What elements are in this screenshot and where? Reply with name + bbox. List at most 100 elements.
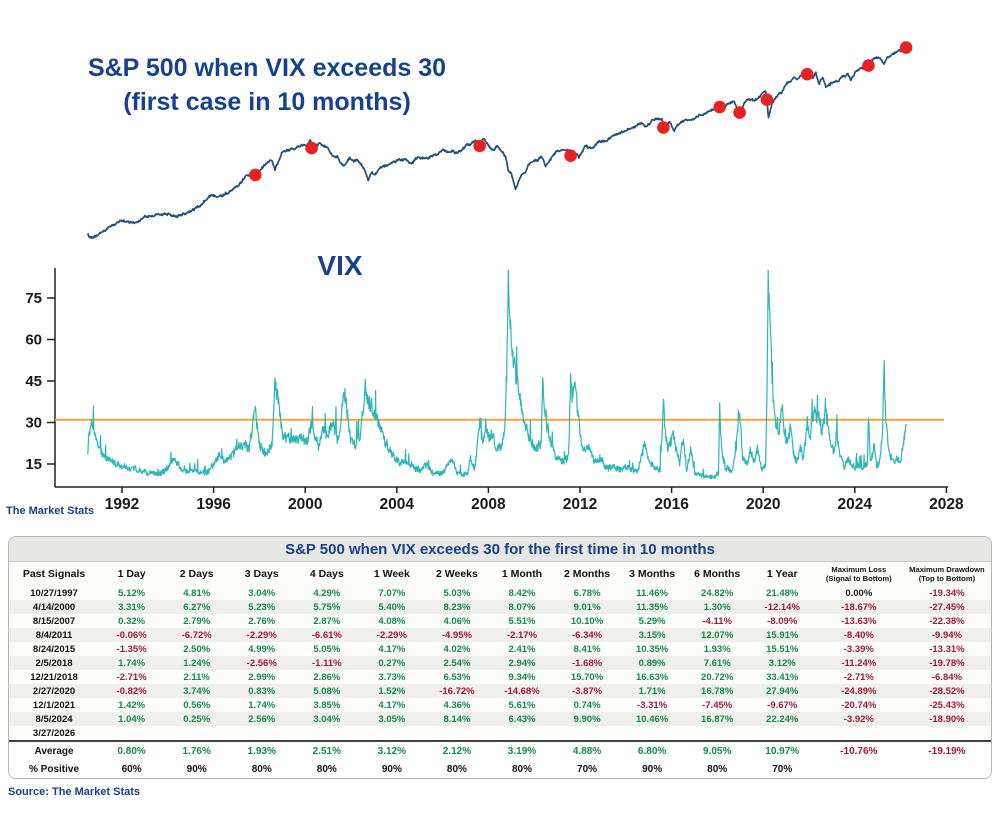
signal-dot	[657, 121, 670, 134]
signal-value: 11.35%	[636, 601, 668, 613]
table-row: 4/14/2000 3.31% 6.27% 5.23% 5.75% 5.40% 8.23% 8…	[9, 600, 991, 615]
percent-positive-value: 70%	[577, 763, 598, 775]
signal-value: 0.89%	[638, 657, 666, 669]
signal-value: 1.04%	[118, 713, 146, 725]
signal-value: 1.74%	[248, 699, 276, 711]
average-value: -19.19%	[928, 745, 966, 757]
percent-positive-value: 80%	[446, 763, 467, 775]
signal-date: 10/27/1997	[30, 587, 78, 599]
col-header-period: 2 Days	[179, 568, 214, 581]
vix-chart-title: VIX	[317, 250, 363, 281]
signal-value: -6.34%	[571, 629, 603, 641]
signal-value: -2.56%	[246, 657, 277, 669]
signal-value: 2.87%	[313, 615, 341, 627]
signal-value: -3.87%	[571, 685, 603, 697]
signal-value: -1.68%	[571, 657, 603, 669]
signal-value: 4.29%	[313, 587, 341, 599]
signal-value: -20.74%	[841, 699, 877, 711]
signal-value	[903, 726, 991, 741]
table-row: 3/27/2026	[9, 726, 991, 741]
signal-value: 15.51%	[766, 643, 799, 655]
signal-value: -18.67%	[841, 601, 877, 613]
signal-value: 2.76%	[248, 615, 276, 627]
col-header-max-drawdown: Maximum Drawdown (Top to Bottom)	[909, 565, 985, 584]
signal-value: 15.91%	[766, 629, 799, 641]
signal-date: 2/27/2020	[32, 685, 76, 697]
signal-value: 5.51%	[508, 615, 536, 627]
col-header-period: 1 Day	[117, 568, 146, 581]
signal-value: -0.06%	[116, 629, 147, 641]
col-header-period: 4 Days	[309, 568, 344, 581]
signal-value: 3.15%	[638, 629, 666, 641]
signal-value: 16.87%	[701, 713, 734, 725]
vix-line	[87, 269, 907, 480]
charts-canvas: 75 60 45 30 15 1992 1996 2000 2004 2008 2012 2016 20…	[25, 41, 964, 513]
signal-dot	[800, 67, 814, 81]
table-row: 10/27/1997 5.12% 4.81% 3.04% 4.29% 7.07% 5.03%…	[9, 586, 991, 600]
signal-value: -13.31%	[929, 643, 965, 655]
signal-value: 1.30%	[703, 601, 731, 613]
col-header-past-signals: Past Signals	[22, 568, 86, 581]
signal-value: 8.41%	[573, 643, 601, 655]
signal-value: -25.43%	[929, 699, 965, 711]
signal-date: 2/5/2018	[35, 657, 73, 669]
average-row: Average 0.80% 1.76% 1.93% 2.51% 3.12% 2.12% 3.1…	[9, 741, 991, 761]
signal-value: 0.32%	[118, 615, 146, 627]
col-header-period: 2 Months	[564, 568, 611, 581]
percent-positive-row: % Positive 60% 90% 80% 80% 90% 80% 80% 70% 90% 80%…	[9, 760, 991, 779]
percent-positive-value	[903, 760, 991, 778]
signal-dot	[733, 106, 746, 119]
sp-chart-title-line2: (first case in 10 months)	[123, 87, 411, 116]
signal-value: -8.40%	[843, 629, 874, 641]
signal-value: 2.79%	[183, 615, 211, 627]
signal-value	[359, 726, 424, 741]
signal-value: 0.83%	[248, 685, 276, 697]
signal-value	[750, 726, 815, 741]
signal-value: 4.17%	[378, 643, 406, 655]
signal-value: -6.72%	[181, 629, 212, 641]
sp-chart-title-line1: S&P 500 when VIX exceeds 30	[87, 54, 447, 82]
signal-value: 5.12%	[118, 587, 146, 599]
signal-value	[294, 726, 359, 741]
signal-value: 5.61%	[508, 699, 536, 711]
vix-y-tick-label: 45	[25, 373, 42, 390]
signal-value: 2.86%	[313, 671, 341, 683]
signal-value: 10.10%	[570, 615, 604, 627]
signal-value: 27.94%	[766, 685, 799, 697]
signal-value: 4.06%	[443, 615, 471, 627]
signal-dot	[899, 41, 913, 54]
signal-value: -14.68%	[504, 685, 540, 697]
signal-value: -4.11%	[702, 615, 732, 627]
signal-value: 4.36%	[443, 699, 471, 711]
signal-value	[489, 726, 554, 741]
signal-dot	[305, 141, 318, 155]
signal-value: -2.17%	[506, 629, 538, 641]
col-header-period: 1 Week	[373, 568, 410, 581]
signal-value: 5.08%	[313, 685, 341, 697]
signal-value: 7.61%	[703, 657, 731, 669]
table-row: 2/5/2018 1.74% 1.24% -2.56% -1.11% 0.27% 2.54%…	[9, 656, 991, 671]
percent-positive-value: 60%	[121, 763, 142, 775]
col-header-period: 1 Year	[766, 568, 798, 581]
x-tick-label: 2008	[471, 496, 506, 513]
signal-value: 1.24%	[183, 657, 211, 669]
signal-value: -7.45%	[702, 699, 733, 711]
signal-value: 3.73%	[378, 671, 406, 683]
signal-value: 3.04%	[313, 713, 341, 725]
signal-value: -2.29%	[376, 629, 407, 641]
signal-value	[229, 726, 294, 741]
signal-value: 7.07%	[378, 587, 406, 599]
percent-positive-value: 90%	[186, 763, 207, 775]
percent-positive-value: 80%	[511, 763, 532, 775]
signal-value: 1.71%	[638, 685, 666, 697]
signal-value: -2.29%	[246, 629, 277, 641]
percent-positive-value: 70%	[772, 763, 793, 775]
signal-value: 4.99%	[248, 643, 276, 655]
signal-value: 6.43%	[508, 713, 536, 725]
signal-value: -3.92%	[843, 713, 874, 725]
signal-value: 16.63%	[635, 671, 669, 683]
table-row: 8/24/2015 -1.35% 2.50% 4.99% 5.05% 4.17% 4.02%…	[9, 642, 991, 656]
col-header-period: 2 Weeks	[436, 568, 478, 581]
signal-value: 3.74%	[183, 685, 211, 697]
